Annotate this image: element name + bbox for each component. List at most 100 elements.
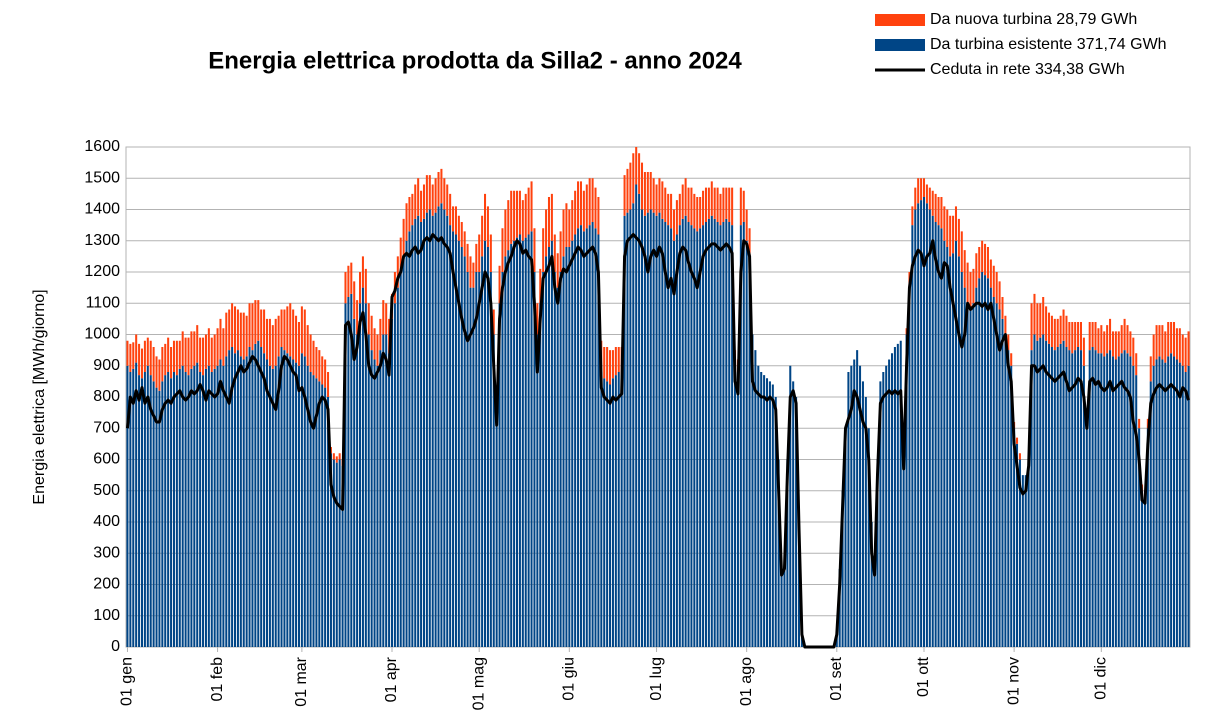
bar — [452, 231, 455, 647]
bar — [928, 187, 931, 210]
bar — [213, 334, 216, 369]
bar — [501, 228, 504, 272]
bar — [1077, 347, 1080, 647]
bar — [969, 309, 972, 647]
bar — [716, 222, 719, 647]
bar — [946, 209, 949, 247]
bar — [1181, 365, 1184, 647]
bar — [172, 340, 175, 372]
bar — [472, 287, 475, 647]
bar — [699, 228, 702, 647]
bar — [1016, 437, 1019, 444]
bar — [643, 215, 646, 647]
bar — [193, 331, 196, 366]
bar — [664, 187, 667, 222]
bar — [187, 337, 190, 376]
bar — [466, 243, 469, 272]
bar — [1030, 303, 1033, 351]
bar — [129, 343, 132, 372]
bar — [1068, 322, 1071, 351]
bar — [513, 240, 516, 647]
bar — [844, 428, 847, 647]
bar — [559, 231, 562, 272]
bar — [428, 175, 431, 210]
bar — [1167, 322, 1170, 357]
bar — [524, 237, 527, 647]
bar — [675, 200, 678, 235]
bar — [492, 334, 495, 647]
bar — [254, 300, 257, 344]
bar — [1016, 443, 1019, 647]
bar — [1167, 356, 1170, 647]
bar — [170, 347, 173, 379]
bar — [344, 303, 347, 647]
bar — [879, 381, 882, 647]
bar — [672, 209, 676, 241]
bar — [952, 253, 955, 647]
bar — [233, 353, 237, 647]
bar — [303, 356, 306, 647]
bar — [571, 240, 574, 647]
bar — [411, 225, 414, 647]
bar — [1007, 350, 1010, 647]
bar — [504, 256, 507, 647]
bar — [1158, 356, 1161, 647]
bar — [984, 243, 987, 276]
bar — [957, 218, 960, 257]
y-tick-label: 1200 — [84, 263, 120, 280]
bar — [690, 187, 693, 226]
bar — [594, 228, 597, 647]
bar — [1158, 325, 1161, 357]
x-tick-label: 01 mag — [470, 657, 487, 710]
bar — [885, 365, 888, 647]
bar — [449, 193, 452, 226]
y-tick-label: 1500 — [84, 169, 120, 186]
bar — [1039, 303, 1042, 338]
bar — [452, 206, 455, 232]
bar — [675, 234, 678, 647]
bar — [399, 272, 402, 647]
bar — [719, 193, 722, 226]
bar — [1161, 359, 1164, 647]
bar — [530, 181, 533, 232]
bar — [481, 256, 484, 647]
bar — [623, 175, 626, 216]
bar — [693, 228, 696, 647]
bar — [1047, 343, 1051, 647]
bar — [722, 187, 725, 222]
bar — [498, 265, 501, 304]
bar — [981, 272, 984, 647]
bar — [603, 347, 606, 379]
bar — [1175, 359, 1178, 647]
bar — [920, 178, 923, 201]
bar — [478, 272, 481, 647]
bar — [527, 234, 530, 647]
bar — [1074, 322, 1077, 351]
bar — [972, 268, 975, 304]
bar — [699, 197, 702, 229]
bar — [300, 353, 303, 647]
bar — [670, 228, 673, 647]
bar — [702, 190, 705, 226]
bar — [268, 365, 271, 647]
bar — [992, 265, 995, 297]
bar — [510, 243, 513, 647]
bar — [1077, 322, 1080, 347]
bar — [931, 215, 934, 647]
bar — [748, 228, 751, 257]
bar — [309, 372, 312, 647]
bar — [681, 184, 684, 219]
bar — [989, 259, 992, 288]
bar — [655, 215, 658, 647]
bar — [312, 375, 315, 647]
bar — [841, 490, 844, 647]
bar — [632, 203, 635, 647]
x-tick-label: 01 giu — [561, 657, 578, 701]
bar — [405, 203, 408, 241]
x-tick-label: 01 ago — [738, 657, 755, 706]
bar — [1175, 328, 1178, 360]
bar — [306, 365, 309, 647]
chart-title: Energia elettrica prodotta da Silla2 - a… — [208, 47, 742, 74]
bar — [152, 347, 155, 382]
bar — [236, 350, 239, 647]
